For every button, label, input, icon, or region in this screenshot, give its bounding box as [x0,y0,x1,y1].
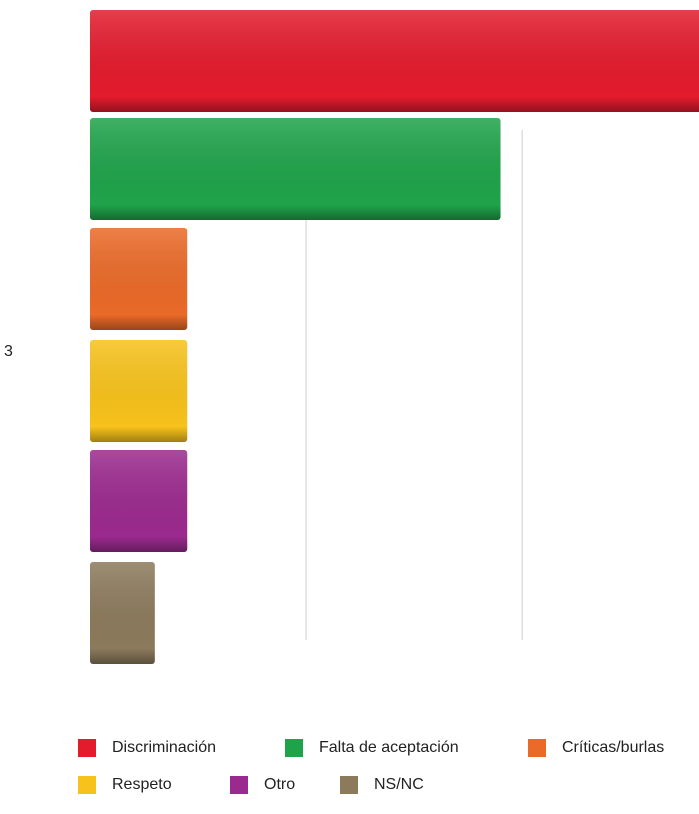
bar-shade [90,118,501,220]
plot-area [90,10,699,664]
legend-label: Otro [264,776,295,793]
legend-label: Discriminación [112,739,216,756]
y-axis-label: 3 [4,343,13,360]
legend: Discriminación Falta de aceptación Crítica… [78,739,664,794]
legend-swatch [285,739,303,757]
legend-swatch [78,739,96,757]
bar-shade [90,450,188,552]
bar-shade [90,562,155,664]
legend-label: Respeto [112,776,172,793]
bar-shade [90,340,188,442]
bar-shade [90,10,699,112]
legend-label: Críticas/burlas [562,739,664,756]
bar-shade [90,228,188,330]
legend-swatch [340,776,358,794]
legend-swatch [230,776,248,794]
legend-label: Falta de aceptación [319,739,459,756]
legend-label: NS/NC [374,776,424,793]
legend-swatch [78,776,96,794]
legend-swatch [528,739,546,757]
